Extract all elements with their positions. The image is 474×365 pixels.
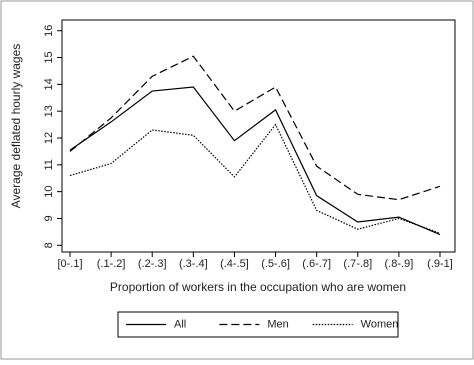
legend-label: Women — [361, 318, 399, 330]
x-tick-label: (.6-.7] — [302, 258, 331, 270]
y-tick-label: 10 — [43, 186, 55, 198]
plot-frame — [61, 19, 456, 253]
x-tick-label: (.7-.8] — [343, 258, 372, 270]
y-tick-label: 9 — [43, 215, 55, 221]
y-tick-label: 11 — [43, 159, 55, 170]
x-tick-label: (.2-.3] — [138, 258, 167, 270]
x-tick-label: (.8-.9] — [385, 258, 414, 270]
y-tick-label: 12 — [43, 132, 55, 144]
x-tick-label: (.3-.4] — [179, 258, 208, 270]
legend-label: All — [174, 318, 186, 330]
series-line — [69, 123, 441, 234]
y-tick-label: 16 — [43, 25, 55, 37]
x-axis-title: Proportion of workers in the occupation … — [110, 280, 406, 294]
x-tick-label: (.9-1] — [427, 258, 453, 270]
x-tick-label: (.1-.2] — [97, 258, 126, 270]
x-tick-label: [0-.1] — [57, 258, 82, 270]
y-axis-title: Average deflated hourly wages — [9, 44, 23, 209]
y-tick-label: 15 — [43, 51, 55, 63]
y-tick-label: 13 — [43, 105, 55, 117]
series-line — [69, 55, 441, 201]
legend-box — [117, 311, 399, 338]
legend-label: Men — [267, 318, 288, 330]
y-tick-label: 14 — [43, 78, 55, 90]
x-tick-label: (.4-.5] — [220, 258, 249, 270]
x-tick-label: (.5-.6] — [261, 258, 290, 270]
y-tick-label: 8 — [43, 242, 55, 248]
series-line — [69, 86, 441, 236]
